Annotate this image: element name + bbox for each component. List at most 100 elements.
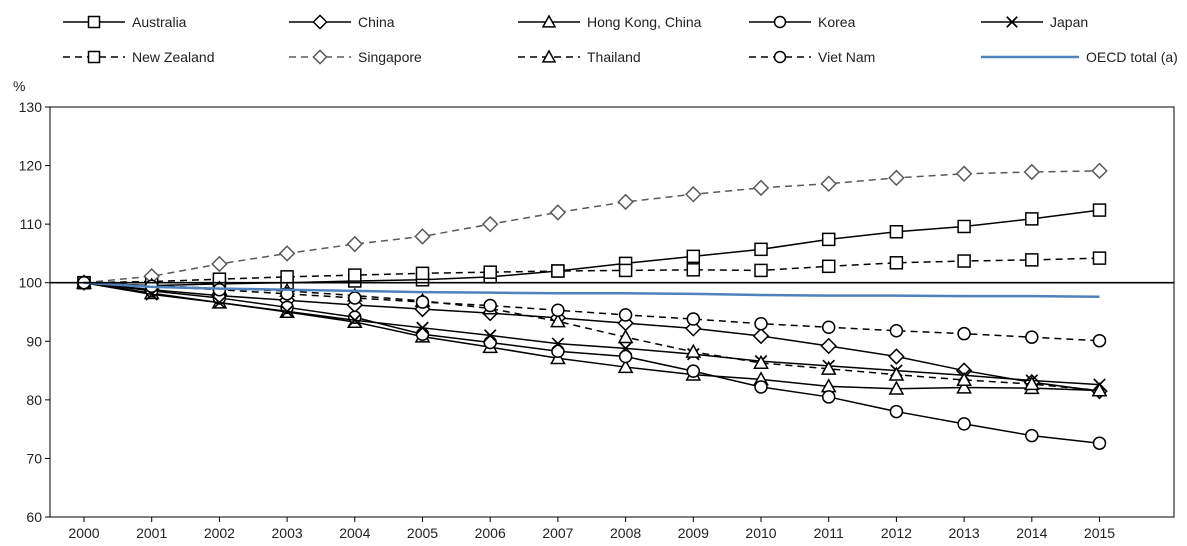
legend-item-hong-kong-china: Hong Kong, China <box>517 11 701 33</box>
data-point-singapore <box>346 235 364 253</box>
x-tick-label: 2001 <box>136 525 167 541</box>
data-point-australia <box>889 225 904 239</box>
x-tick-label: 2008 <box>610 525 641 541</box>
data-point-singapore <box>955 165 973 183</box>
data-point-thailand <box>753 354 769 369</box>
legend-swatch <box>749 50 811 64</box>
data-point-viet-nam <box>1025 330 1039 344</box>
data-point-australia <box>754 242 768 257</box>
data-point-new-zealand <box>686 263 701 277</box>
data-point-viet-nam <box>754 316 768 331</box>
y-axis-unit-label: % <box>13 78 25 94</box>
data-point-viet-nam <box>686 312 701 326</box>
legend-swatch <box>981 55 1079 59</box>
data-point-viet-nam <box>483 298 497 313</box>
data-point-new-zealand <box>754 263 768 278</box>
series-line-korea <box>83 281 1100 444</box>
data-point-australia <box>1092 203 1107 217</box>
series-line-china <box>83 281 1100 392</box>
legend-swatch <box>63 50 125 64</box>
x-tick-label: 2003 <box>272 525 303 541</box>
legend-label: Singapore <box>358 49 422 65</box>
legend-label: Viet Nam <box>818 49 876 65</box>
legend-swatch <box>749 15 811 29</box>
data-point-japan <box>619 342 632 355</box>
series-viet-nam <box>77 275 1107 348</box>
data-point-thailand <box>617 329 634 344</box>
data-point-korea <box>415 327 430 342</box>
x-tick-label: 2004 <box>339 525 370 541</box>
y-tick-label: 60 <box>26 509 42 525</box>
data-point-new-zealand <box>483 265 497 279</box>
x-tick-label: 2002 <box>204 525 235 541</box>
data-point-china <box>752 327 770 345</box>
data-point-new-zealand <box>348 268 362 282</box>
series-line-australia <box>83 209 1100 287</box>
legend-label: Australia <box>132 14 187 30</box>
legend-item-australia: Australia <box>62 11 186 33</box>
legend: Australia China Hong Kong, China Korea Japan… <box>0 0 1187 78</box>
data-point-viet-nam <box>348 291 362 305</box>
data-point-japan <box>213 296 226 309</box>
data-point-korea <box>551 344 565 358</box>
data-point-japan <box>483 329 497 342</box>
data-point-singapore <box>685 186 702 203</box>
x-tick-label: 2014 <box>1016 525 1047 541</box>
y-tick-label: 90 <box>26 333 42 349</box>
data-point-thailand <box>1091 382 1108 397</box>
data-point-thailand <box>685 343 702 358</box>
legend-item-china: China <box>288 11 395 33</box>
series-line-japan <box>83 281 1100 386</box>
data-point-viet-nam <box>957 326 971 341</box>
data-point-china <box>820 337 837 355</box>
data-point-korea <box>686 364 701 378</box>
data-point-korea <box>483 335 497 350</box>
data-point-korea <box>1092 436 1107 450</box>
x-tick-label: 2010 <box>745 525 776 541</box>
legend-label: New Zealand <box>132 49 215 65</box>
data-point-new-zealand <box>1025 253 1039 267</box>
data-point-new-zealand <box>889 256 904 270</box>
x-tick-label: 2015 <box>1084 525 1115 541</box>
x-tick-label: 2012 <box>881 525 912 541</box>
data-point-viet-nam <box>618 308 633 322</box>
data-point-hong-kong-china <box>956 379 972 394</box>
legend-swatch <box>63 15 125 29</box>
data-point-australia <box>821 232 836 247</box>
data-point-korea <box>754 380 768 394</box>
data-point-korea <box>618 349 633 364</box>
y-tick-label: 110 <box>20 216 43 232</box>
x-tick-label: 2009 <box>678 525 709 541</box>
data-point-new-zealand <box>551 264 565 278</box>
legend-label: China <box>358 14 395 30</box>
data-point-thailand <box>888 366 905 381</box>
data-point-singapore <box>278 245 296 262</box>
data-point-china <box>888 348 905 365</box>
data-point-new-zealand <box>957 254 971 268</box>
data-point-singapore <box>481 215 499 233</box>
series-line-singapore <box>83 170 1100 284</box>
legend-label: Thailand <box>587 49 641 65</box>
data-point-japan <box>348 313 362 327</box>
data-point-thailand <box>820 360 837 375</box>
data-point-singapore <box>1023 163 1041 181</box>
x-tick-label: 2007 <box>542 525 573 541</box>
legend-swatch <box>289 49 351 65</box>
series-line-viet-nam <box>83 281 1100 342</box>
data-point-singapore <box>820 175 837 192</box>
data-point-singapore <box>617 193 634 211</box>
y-tick-label: 70 <box>26 450 42 466</box>
y-tick-label: 100 <box>19 275 43 291</box>
legend-item-japan: Japan <box>980 11 1088 33</box>
series-line-new-zealand <box>83 257 1100 284</box>
legend-item-oecd-total-a: OECD total (a) <box>980 46 1178 68</box>
data-point-thailand <box>550 313 566 328</box>
data-point-korea <box>957 417 971 431</box>
data-point-australia <box>957 219 971 234</box>
legend-swatch <box>518 49 580 63</box>
data-point-japan <box>416 321 429 335</box>
legend-item-thailand: Thailand <box>517 46 641 68</box>
legend-swatch <box>289 14 351 30</box>
plot-frame <box>49 106 1175 518</box>
data-point-new-zealand <box>821 259 836 274</box>
